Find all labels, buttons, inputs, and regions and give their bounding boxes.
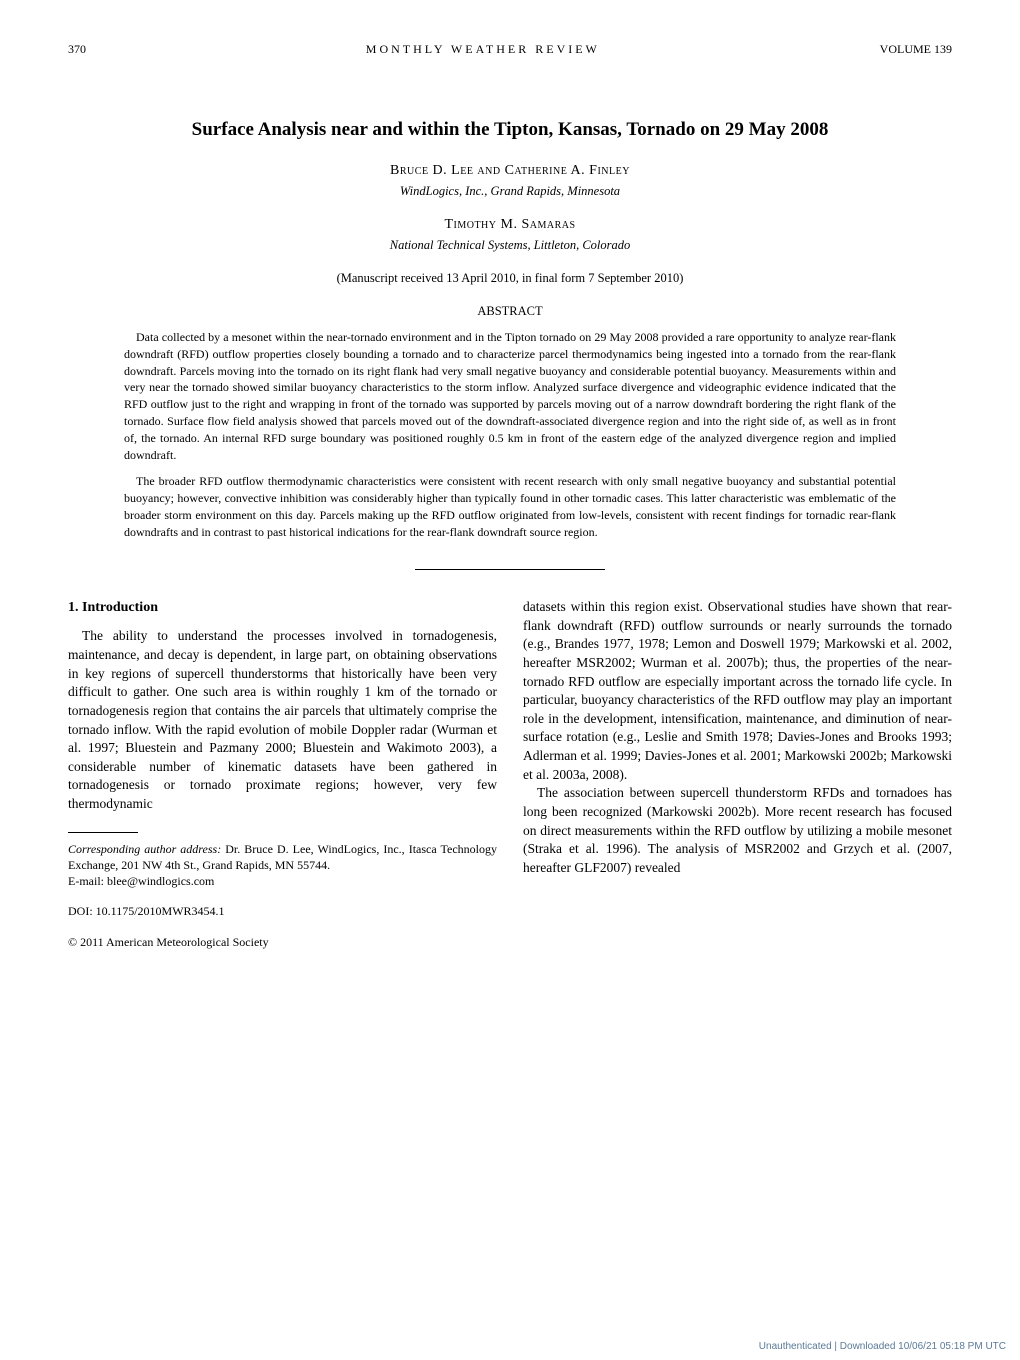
section-heading: 1. Introduction: [68, 598, 497, 617]
copyright: © 2011 American Meteorological Society: [68, 934, 497, 951]
left-column: 1. Introduction The ability to understan…: [68, 598, 497, 950]
abstract-paragraph-1: Data collected by a mesonet within the n…: [124, 329, 896, 463]
footnote-label: Corresponding author address:: [68, 842, 221, 856]
manuscript-dates: (Manuscript received 13 April 2010, in f…: [68, 271, 952, 286]
body-columns: 1. Introduction The ability to understan…: [68, 598, 952, 950]
affiliation-2: National Technical Systems, Littleton, C…: [68, 238, 952, 253]
footnote-rule: [68, 832, 138, 833]
right-column: datasets within this region exist. Obser…: [523, 598, 952, 950]
abstract-heading: ABSTRACT: [68, 304, 952, 319]
intro-paragraph-right-1: datasets within this region exist. Obser…: [523, 598, 952, 784]
volume-label: VOLUME 139: [880, 42, 952, 57]
intro-paragraph-right-2: The association between supercell thunde…: [523, 784, 952, 877]
article-title: Surface Analysis near and within the Tip…: [68, 119, 952, 141]
page-number: 370: [68, 42, 86, 57]
authors-line-1: Bruce D. Lee and Catherine A. Finley: [68, 163, 952, 179]
doi: DOI: 10.1175/2010MWR3454.1: [68, 903, 497, 920]
running-header: 370 MONTHLY WEATHER REVIEW VOLUME 139: [68, 42, 952, 57]
horizontal-rule: [415, 569, 605, 571]
authors-line-2: Timothy M. Samaras: [68, 217, 952, 233]
affiliation-1: WindLogics, Inc., Grand Rapids, Minnesot…: [68, 184, 952, 199]
author-email: E-mail: blee@windlogics.com: [68, 873, 497, 889]
corresponding-author: Corresponding author address: Dr. Bruce …: [68, 841, 497, 873]
journal-name: MONTHLY WEATHER REVIEW: [86, 42, 880, 57]
download-watermark: Unauthenticated | Downloaded 10/06/21 05…: [759, 1341, 1006, 1352]
abstract-paragraph-2: The broader RFD outflow thermodynamic ch…: [124, 473, 896, 540]
intro-paragraph-left: The ability to understand the processes …: [68, 627, 497, 813]
